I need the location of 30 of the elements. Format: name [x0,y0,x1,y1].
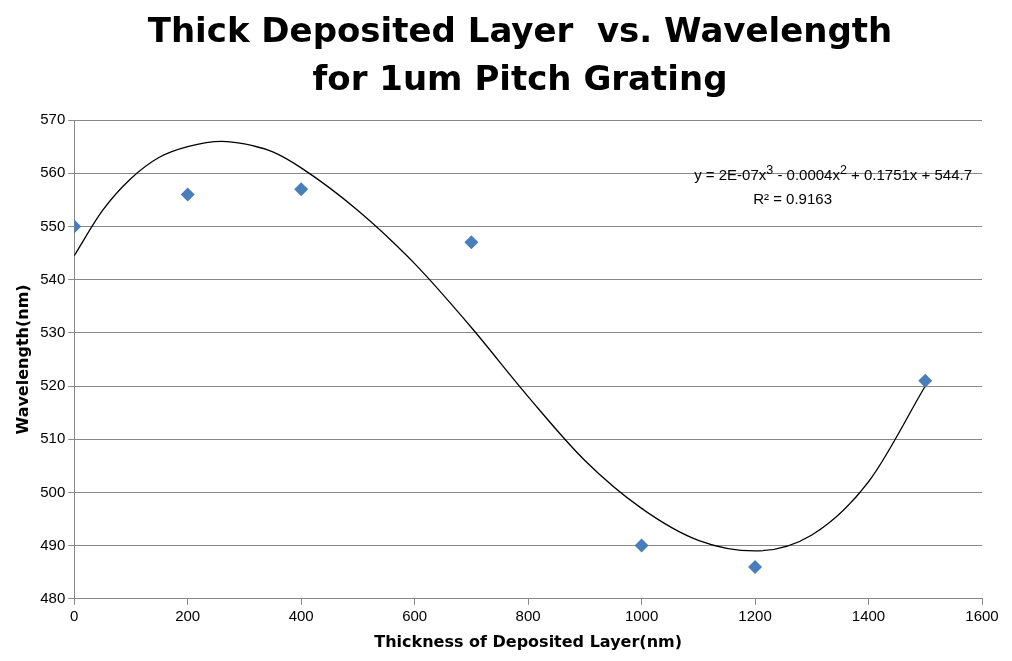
x-tick-label: 600 [402,606,428,624]
y-tick-label: 570 [40,110,66,128]
point [294,182,309,197]
y-tick-label: 520 [40,376,66,394]
x-tick-label: 800 [515,606,541,624]
x-tick-label: 1200 [738,606,772,624]
annotation: y = 2E-07x$^{3}$ - 0.0004x$^{2}$ + 0.1751x + 544.7 [694,162,972,185]
x-tick-label: 200 [175,606,201,624]
point [464,235,479,250]
chart-title: Thick Deposited Layer vs. Wavelength for 1um Pitch Grating [146,9,894,100]
y-tick-label: 510 [40,429,66,447]
point [748,559,763,574]
y-axis-title: Wavelength(nm) [12,284,32,435]
x-tick-label: 1000 [624,606,659,624]
y-tick-label: 560 [40,163,66,181]
y-tick-label: 540 [40,269,66,287]
y-tick-label: 480 [40,588,66,606]
y-tick-label: 530 [40,322,66,340]
point [918,373,933,388]
y-tick-label: 550 [40,216,66,234]
x-tick-label: 1400 [851,606,886,624]
x-tick-label: 0 [70,606,79,624]
x-tick-label: 400 [288,606,314,624]
y-tick-label: 490 [40,535,66,553]
x-axis-title: Thickness of Deposited Layer(nm) [374,631,682,651]
annotation: R² = 0.9163 [752,189,832,209]
x-tick-label: 1600 [965,606,999,624]
point [180,187,195,202]
y-tick-label: 500 [40,482,66,500]
point [634,538,649,553]
